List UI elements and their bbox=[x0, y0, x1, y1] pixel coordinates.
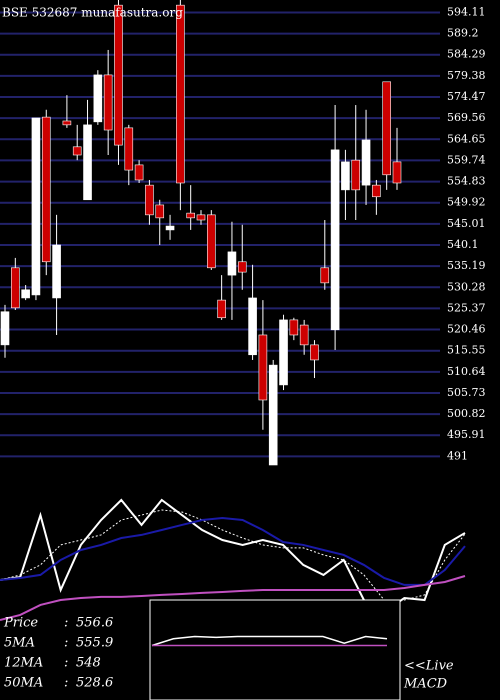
candle-body bbox=[52, 244, 61, 299]
y-tick-label: 594.11 bbox=[447, 5, 486, 18]
legend-name: Price bbox=[3, 616, 38, 631]
candle-body bbox=[186, 212, 195, 219]
y-tick-label: 584.29 bbox=[447, 48, 486, 61]
candle-body bbox=[41, 116, 51, 263]
macd-line bbox=[151, 635, 388, 647]
candle-body bbox=[310, 344, 319, 361]
y-tick-label: 500.82 bbox=[447, 407, 486, 420]
candle-body bbox=[351, 159, 361, 191]
series-line bbox=[0, 509, 466, 601]
y-tick-label: 530.28 bbox=[447, 280, 486, 293]
candle-body bbox=[155, 204, 165, 219]
candle-body bbox=[248, 297, 257, 356]
y-tick-label: 579.38 bbox=[447, 69, 486, 82]
candle-body bbox=[21, 289, 30, 299]
legend-separator: : bbox=[64, 656, 68, 671]
series-line bbox=[0, 575, 466, 621]
candle-body bbox=[145, 184, 154, 216]
y-tick-label: 589.2 bbox=[447, 27, 479, 40]
candle-body bbox=[176, 4, 185, 184]
y-tick-label: 525.37 bbox=[447, 301, 486, 314]
y-tick-label: 491 bbox=[447, 449, 468, 462]
candle-body bbox=[207, 214, 216, 269]
legend-separator: : bbox=[64, 676, 68, 691]
legend-name: 12MA bbox=[4, 656, 43, 671]
macd-title: MACD bbox=[403, 677, 448, 692]
candle-body bbox=[196, 214, 206, 221]
candle-body bbox=[299, 324, 309, 346]
legend-value: 555.9 bbox=[76, 636, 113, 651]
candle-body bbox=[62, 120, 72, 126]
legend-value: 528.6 bbox=[76, 676, 113, 691]
candle-body bbox=[361, 139, 371, 186]
legend-separator: : bbox=[64, 616, 68, 631]
candle-body bbox=[382, 81, 391, 176]
y-tick-label: 549.92 bbox=[447, 196, 486, 209]
y-tick-label: 520.46 bbox=[447, 323, 486, 336]
legend-separator: : bbox=[64, 636, 68, 651]
y-tick-label: 559.74 bbox=[447, 153, 486, 166]
candle-body bbox=[103, 74, 113, 131]
candle-body bbox=[237, 261, 247, 273]
y-tick-label: 505.73 bbox=[447, 386, 486, 399]
candle-body bbox=[258, 334, 268, 401]
y-tick-label: 554.83 bbox=[447, 175, 486, 188]
candle-body bbox=[330, 149, 340, 331]
y-tick-label: 569.56 bbox=[447, 111, 486, 124]
candle-body bbox=[72, 146, 82, 156]
candle-body bbox=[165, 225, 175, 231]
y-tick-label: 574.47 bbox=[447, 90, 486, 103]
candle-body bbox=[320, 267, 330, 284]
series-line bbox=[0, 516, 466, 586]
candle-body bbox=[31, 117, 41, 296]
legend-name: 5MA bbox=[4, 636, 35, 651]
candle-body bbox=[392, 161, 402, 184]
candle-body bbox=[372, 184, 381, 198]
candle-body bbox=[341, 161, 350, 191]
macd-box bbox=[149, 599, 401, 700]
y-tick-label: 515.55 bbox=[447, 344, 486, 357]
candle-body bbox=[124, 127, 134, 171]
chart-title: BSE 532687 munafasutra.org bbox=[2, 6, 183, 20]
y-tick-label: 564.65 bbox=[447, 132, 486, 145]
candle-body bbox=[0, 311, 10, 346]
candle-body bbox=[279, 319, 288, 386]
live-note: <<Live bbox=[404, 659, 454, 674]
candle-body bbox=[268, 364, 278, 466]
y-tick-label: 495.91 bbox=[447, 428, 486, 441]
candle-body bbox=[114, 4, 123, 146]
legend-value: 548 bbox=[76, 656, 101, 671]
candle-body bbox=[83, 124, 92, 201]
legend-value: 556.6 bbox=[76, 616, 113, 631]
candle-body bbox=[227, 251, 237, 276]
candle-body bbox=[217, 299, 226, 319]
y-tick-label: 510.64 bbox=[447, 365, 486, 378]
candle-body bbox=[11, 267, 20, 309]
legend-name: 50MA bbox=[4, 676, 43, 691]
y-tick-label: 535.19 bbox=[447, 259, 486, 272]
candle-body bbox=[93, 74, 103, 123]
candle-body bbox=[289, 319, 299, 336]
y-tick-label: 545.01 bbox=[447, 217, 486, 230]
candle-body bbox=[134, 164, 144, 181]
y-tick-label: 540.1 bbox=[447, 238, 479, 251]
